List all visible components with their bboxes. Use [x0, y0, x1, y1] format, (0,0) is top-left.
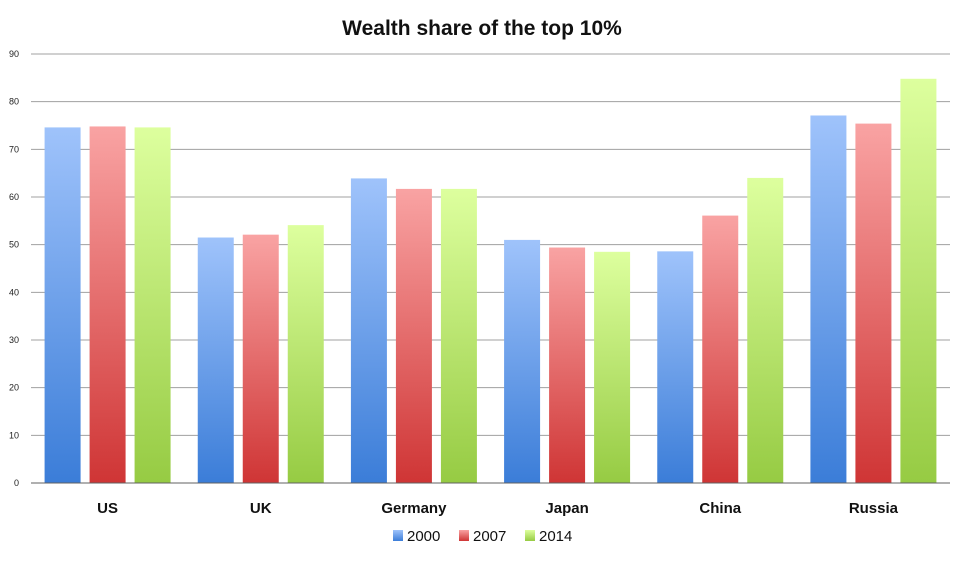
bar-china-2000	[657, 251, 694, 483]
legend-label: 2007	[473, 528, 506, 545]
gridlines	[31, 53, 950, 436]
bars	[44, 78, 937, 484]
x-tick-label: US	[97, 500, 118, 517]
y-tick-label: 10	[9, 430, 19, 440]
legend: 2000 2007 2014	[393, 528, 572, 545]
x-tick-label: UK	[250, 500, 272, 517]
bar-us-2007	[89, 126, 126, 483]
legend-label: 2014	[539, 528, 572, 545]
bar-germany-2007	[395, 188, 432, 483]
bar-japan-2000	[504, 239, 541, 483]
bar-china-2014	[747, 177, 784, 483]
bar-japan-2007	[549, 247, 586, 483]
y-tick-label: 70	[9, 144, 19, 154]
y-tick-label: 40	[9, 287, 19, 297]
legend-swatch-2014	[525, 530, 535, 541]
y-axis-ticks: 0 10 20 30 40 50 60 70 80 90	[9, 49, 19, 488]
bar-uk-2007	[242, 234, 279, 483]
bar-germany-2000	[350, 178, 387, 483]
x-tick-label: Japan	[545, 500, 588, 517]
chart-title: Wealth share of the top 10%	[342, 17, 622, 40]
x-tick-label: China	[699, 500, 741, 517]
bar-russia-2000	[810, 115, 847, 484]
y-tick-label: 20	[9, 383, 19, 393]
y-tick-label: 60	[9, 192, 19, 202]
bar-uk-2000	[197, 237, 234, 483]
legend-label: 2000	[407, 528, 440, 545]
y-tick-label: 90	[9, 49, 19, 59]
bar-russia-2014	[900, 78, 937, 483]
x-tick-label: Germany	[381, 500, 447, 517]
y-tick-label: 50	[9, 240, 19, 250]
y-tick-label: 80	[9, 97, 19, 107]
legend-swatch-2007	[459, 530, 469, 541]
bar-japan-2014	[594, 251, 631, 483]
bar-china-2007	[702, 215, 739, 483]
x-tick-label: Russia	[849, 500, 899, 517]
legend-swatch-2000	[393, 530, 403, 541]
bar-uk-2014	[287, 225, 324, 483]
bar-us-2000	[44, 127, 81, 483]
bar-russia-2007	[855, 123, 892, 484]
y-tick-label: 30	[9, 335, 19, 345]
bar-us-2014	[134, 127, 171, 483]
y-tick-label: 0	[14, 478, 19, 488]
x-axis-ticks: US UK Germany Japan China Russia	[97, 500, 899, 517]
bar-germany-2014	[440, 188, 477, 483]
